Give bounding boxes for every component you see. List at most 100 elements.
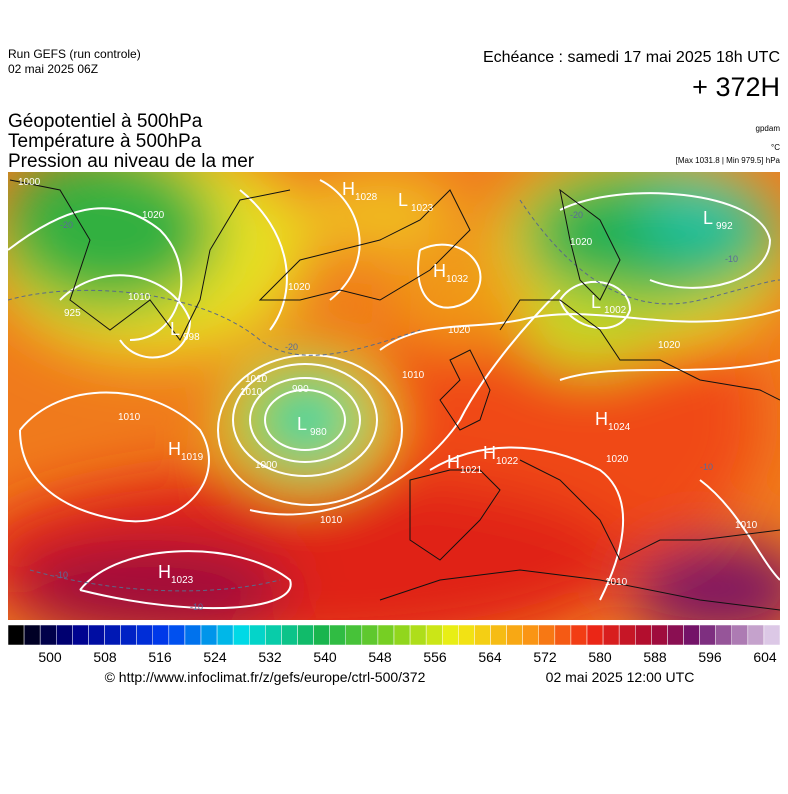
colorbar-cell — [200, 624, 218, 646]
colorbar-cell — [458, 624, 475, 646]
field-title: Pression au niveau de la mer — [8, 151, 255, 172]
isobar-label: 1020 — [658, 340, 681, 351]
field-title: Température à 500hPa — [8, 131, 202, 152]
colorbar-cell — [699, 624, 716, 646]
colorbar-cell — [393, 624, 411, 646]
colorbar-tick-label: 524 — [203, 649, 227, 665]
colorbar-cell — [731, 624, 749, 646]
colorbar-cell — [88, 624, 105, 646]
colorbar: 500 508 516 524 532 540 548 556 564 572 580 588 596 6… — [7, 624, 781, 665]
colorbar-tick-label: 604 — [753, 649, 777, 665]
colorbar-cell — [39, 624, 57, 646]
colorbar-cell — [361, 624, 379, 646]
colorbar-cell — [490, 624, 507, 646]
center-kind: H — [342, 179, 355, 199]
center-kind: H — [595, 409, 608, 429]
contour-labels: 1000 1020 1010 925 1020 1020 990 1000 1010 1010 10… — [18, 177, 758, 612]
colorbar-cell — [586, 624, 604, 646]
coastlines — [9, 179, 780, 611]
isobar-label: 1010 — [128, 292, 151, 303]
center-kind: L — [398, 190, 408, 210]
colorbar-cell — [152, 624, 170, 646]
colorbar-cell — [763, 624, 781, 646]
isobar-label: 1010 — [402, 370, 425, 381]
colorbar-tick-label: 516 — [148, 649, 172, 665]
center-kind: L — [170, 319, 180, 339]
center-kind: L — [297, 414, 307, 434]
colorbar-cell — [136, 624, 154, 646]
isobar-label: 1000 — [18, 177, 41, 188]
colorbar-tick-label: 580 — [588, 649, 612, 665]
colorbar-cell — [281, 624, 298, 646]
colorbar-tick-label: 572 — [533, 649, 557, 665]
center-kind: H — [168, 439, 181, 459]
colorbar-cell — [249, 624, 266, 646]
center-kind: H — [433, 261, 446, 281]
isotherm-label: -20 — [60, 220, 73, 230]
center-kind: L — [703, 208, 713, 228]
isobar-label: 1010 — [240, 387, 263, 398]
center-pressure: 980 — [310, 427, 327, 438]
colorbar-cell — [409, 624, 427, 646]
colorbar-cell — [651, 624, 668, 646]
run-date: 02 mai 2025 06Z — [8, 62, 98, 76]
isobar-label: 1010 — [735, 520, 758, 531]
colorbar-cell — [232, 624, 250, 646]
colorbar-cell — [425, 624, 443, 646]
colorbar-tick-label: 548 — [368, 649, 392, 665]
colorbar-tick-label: 564 — [478, 649, 502, 665]
colorbar-cell — [618, 624, 636, 646]
center-pressure: 1024 — [608, 422, 631, 433]
isobar-label: 1000 — [255, 460, 278, 471]
center-pressure: 1032 — [446, 274, 469, 285]
isotherm-label: -20 — [570, 210, 583, 220]
colorbar-tick-label: 508 — [93, 649, 117, 665]
colorbar-cell — [538, 624, 556, 646]
colorbar-cell — [683, 624, 700, 646]
isobar-label: 1020 — [288, 282, 311, 293]
colorbar-tick-label: 596 — [698, 649, 722, 665]
colorbar-cell — [297, 624, 314, 646]
isobar-label: 1010 — [118, 412, 141, 423]
center-pressure: 1019 — [181, 452, 204, 463]
colorbar-cell — [377, 624, 395, 646]
colorbar-cell — [72, 624, 89, 646]
colorbar-cell — [554, 624, 572, 646]
center-pressure: 992 — [716, 221, 733, 232]
field-title: Géopotentiel à 500hPa — [8, 111, 203, 132]
colorbar-cell — [23, 624, 41, 646]
colorbar-cell — [168, 624, 186, 646]
colorbar-tick-label: 588 — [643, 649, 667, 665]
run-label: Run GEFS (run controle) — [8, 47, 141, 61]
lead-time: + 372H — [692, 72, 780, 102]
isobar-label: 1010 — [605, 577, 628, 588]
isotherm-label: -10 — [190, 602, 203, 612]
colorbar-cell — [506, 624, 523, 646]
colorbar-cell — [120, 624, 137, 646]
colorbar-cell — [715, 624, 733, 646]
colorbar-tick-label: 532 — [258, 649, 282, 665]
colorbar-cell — [602, 624, 620, 646]
colorbar-cell — [522, 624, 540, 646]
isobar-label: 1010 — [320, 515, 343, 526]
center-pressure: 1023 — [171, 575, 194, 586]
isotherms — [8, 199, 780, 592]
center-kind: L — [591, 292, 601, 312]
colorbar-cell — [104, 624, 121, 646]
isotherm-label: -10 — [725, 254, 738, 264]
colorbar-cell — [313, 624, 330, 646]
colorbar-cell — [265, 624, 282, 646]
isobar-label: 1010 — [245, 374, 268, 385]
isotherm-label: -10 — [700, 462, 713, 472]
isobar-label: 1020 — [606, 454, 629, 465]
isobar-label: 1020 — [448, 325, 471, 336]
colorbar-cell — [570, 624, 588, 646]
colorbar-cell — [329, 624, 346, 646]
colorbar-cell — [442, 624, 459, 646]
colorbar-cell — [474, 624, 491, 646]
colorbar-cell — [635, 624, 652, 646]
colorbar-tick-label: 556 — [423, 649, 447, 665]
